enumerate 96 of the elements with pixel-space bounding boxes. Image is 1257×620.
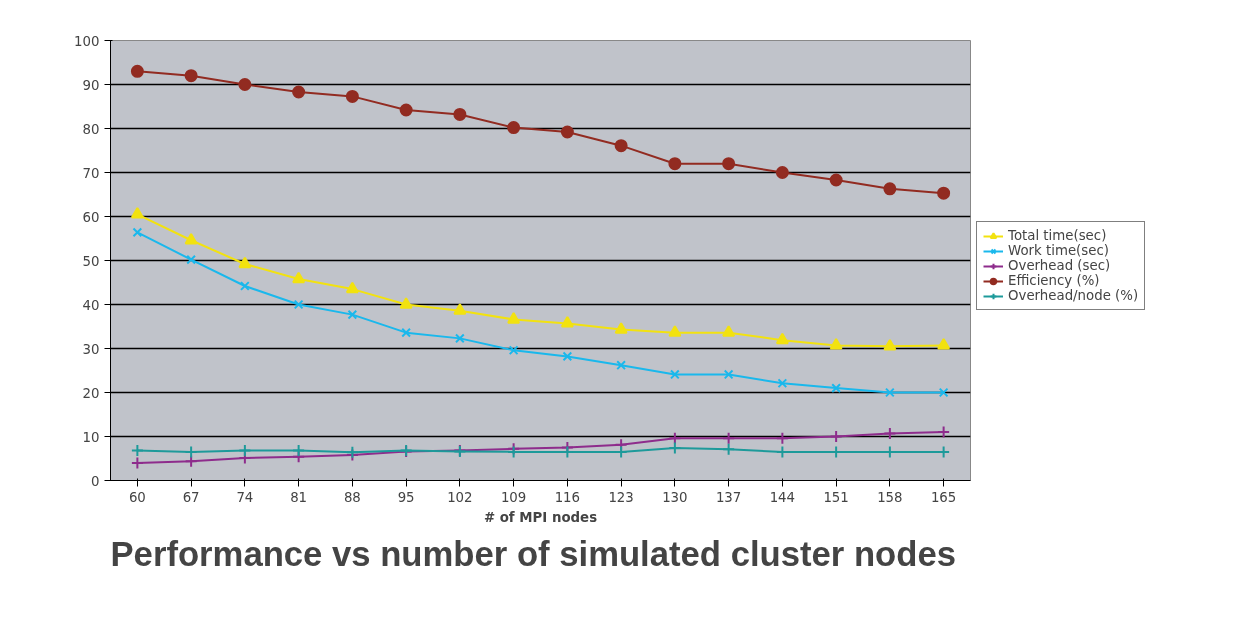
point xyxy=(722,157,736,171)
point xyxy=(184,445,198,459)
point xyxy=(723,369,734,380)
point xyxy=(184,454,198,468)
point xyxy=(775,166,789,179)
y-tick-label: 70 xyxy=(82,165,100,181)
y-tick-label: 50 xyxy=(82,253,100,269)
point xyxy=(238,78,252,91)
point xyxy=(614,139,628,153)
point xyxy=(668,441,682,455)
y-tick-label: 40 xyxy=(82,297,100,313)
point xyxy=(399,297,413,309)
point xyxy=(722,442,736,456)
x-tick-label: 95 xyxy=(397,489,415,505)
point xyxy=(614,322,628,334)
point xyxy=(130,64,144,78)
point xyxy=(884,387,895,398)
point xyxy=(453,303,467,315)
point xyxy=(829,338,843,350)
point xyxy=(399,103,413,117)
point xyxy=(238,444,252,458)
point xyxy=(616,360,627,371)
point xyxy=(454,333,465,344)
point xyxy=(130,206,144,219)
point xyxy=(186,254,197,265)
x-tick-label: 137 xyxy=(715,489,742,505)
point xyxy=(292,271,306,284)
x-tick-label: 67 xyxy=(182,489,200,505)
point xyxy=(345,281,359,294)
y-tick-label: 10 xyxy=(82,429,100,445)
y-tick-label: 30 xyxy=(82,341,100,357)
x-tick-label: 102 xyxy=(447,489,473,505)
point xyxy=(668,431,682,445)
legend-label: Work time(sec) xyxy=(1008,243,1109,258)
point xyxy=(453,107,467,121)
x-tick-label: 144 xyxy=(769,489,796,505)
y-tick-label: 0 xyxy=(91,473,100,489)
point xyxy=(722,325,736,337)
point xyxy=(937,338,951,350)
point xyxy=(829,173,843,187)
point xyxy=(829,430,843,443)
point xyxy=(937,186,951,200)
point xyxy=(668,157,682,171)
x-tick-label: 60 xyxy=(128,489,146,505)
point xyxy=(507,312,521,324)
point xyxy=(883,338,897,351)
point xyxy=(722,431,736,445)
point xyxy=(937,425,951,439)
point xyxy=(883,182,897,196)
point xyxy=(292,444,306,458)
y-tick-label: 90 xyxy=(82,77,100,93)
x-tick-label: 81 xyxy=(290,489,308,505)
x-tick-label: 109 xyxy=(500,489,527,505)
point xyxy=(775,332,789,345)
legend-label: Total time(sec) xyxy=(1008,228,1107,243)
point xyxy=(777,378,788,389)
point xyxy=(401,327,412,338)
x-axis-title: # of MPI nodes xyxy=(483,509,598,525)
point xyxy=(132,227,143,238)
point xyxy=(130,456,144,470)
x-tick-label: 151 xyxy=(823,489,849,505)
x-tick-label: 88 xyxy=(343,489,361,505)
legend-label: Efficiency (%) xyxy=(1008,273,1100,288)
y-tick-label: 100 xyxy=(74,33,100,49)
point xyxy=(562,351,573,362)
x-tick-label: 74 xyxy=(236,489,254,505)
point xyxy=(293,299,304,310)
x-tick-label: 165 xyxy=(930,489,957,505)
text: Performance vs number of simulated cluster nodes xyxy=(110,534,956,573)
legend-label: Overhead (sec) xyxy=(1008,258,1111,273)
y-tick-label: 20 xyxy=(82,385,100,401)
x-tick-label: 130 xyxy=(662,489,688,505)
x-tick-label: 116 xyxy=(554,489,581,505)
point xyxy=(831,383,842,393)
point xyxy=(775,431,789,445)
y-tick-label: 80 xyxy=(82,121,100,137)
x-tick-label: 158 xyxy=(877,489,903,505)
point xyxy=(669,369,680,380)
point xyxy=(883,426,897,440)
point xyxy=(508,345,519,356)
point xyxy=(238,256,252,269)
point xyxy=(130,444,144,458)
x-tick-label: 123 xyxy=(608,489,634,505)
point xyxy=(184,69,198,83)
legend-label: Overhead/node (%) xyxy=(1008,288,1139,303)
point xyxy=(184,232,198,245)
point xyxy=(668,325,682,337)
point xyxy=(292,85,306,99)
point xyxy=(347,309,358,320)
y-tick-label: 60 xyxy=(82,209,100,225)
point xyxy=(507,121,521,135)
point xyxy=(560,316,574,328)
point xyxy=(560,125,574,139)
point xyxy=(938,387,949,398)
point xyxy=(345,89,359,103)
point xyxy=(239,281,250,291)
